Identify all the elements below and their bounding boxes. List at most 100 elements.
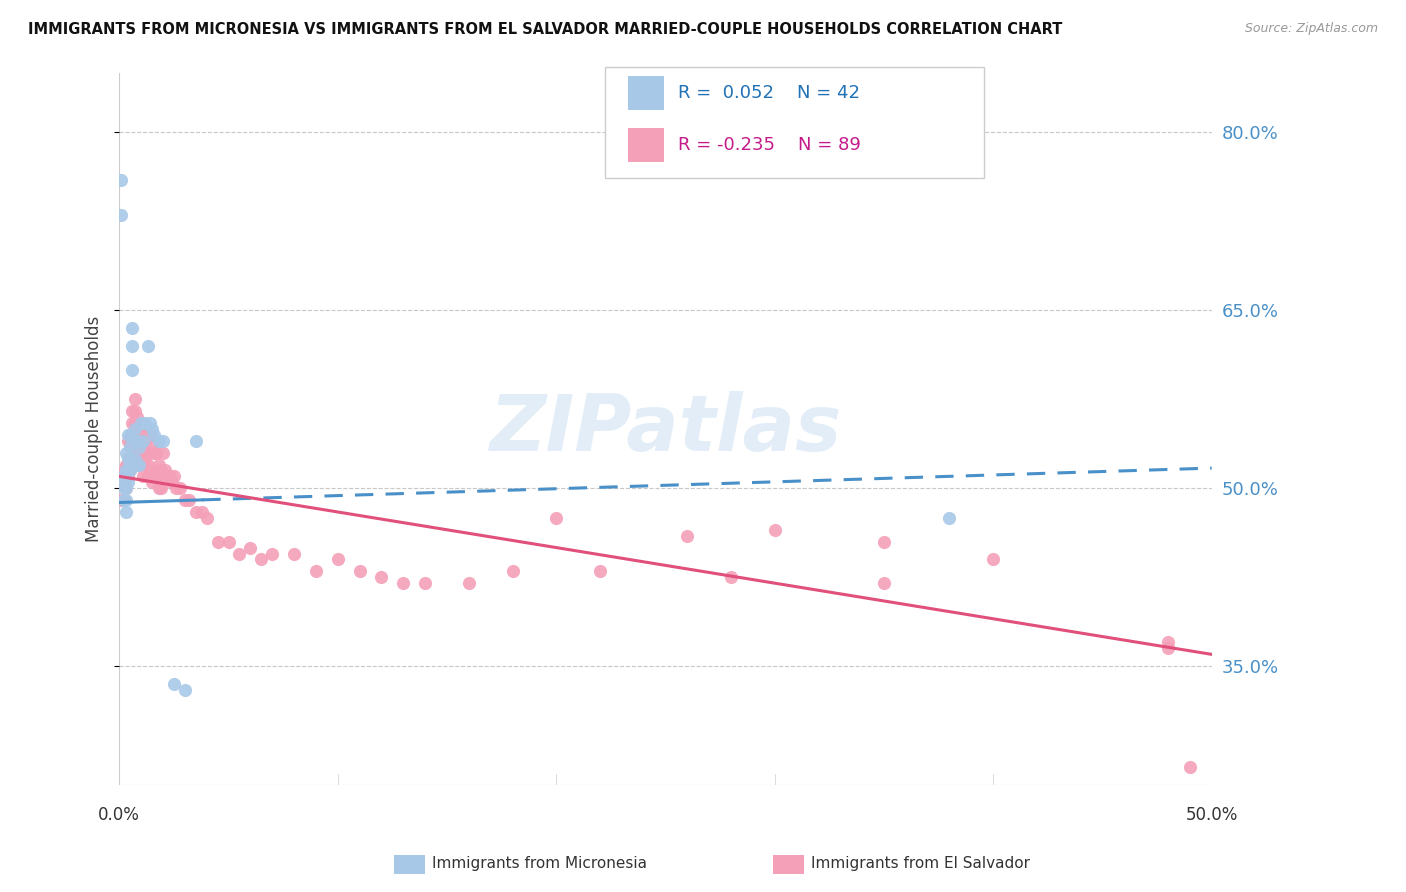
Point (120, 428, 142, 442)
Point (141, 440, 163, 454)
Point (117, 428, 139, 442)
Point (132, 469, 155, 483)
Point (114, 469, 136, 483)
Point (124, 416, 146, 430)
Point (153, 463, 176, 477)
Point (139, 469, 162, 483)
Point (114, 458, 136, 472)
Point (1201, 814, 1223, 828)
Point (134, 416, 156, 430)
Point (141, 422, 163, 436)
Point (120, 463, 142, 477)
Point (129, 416, 152, 430)
Point (143, 428, 166, 442)
Point (124, 434, 146, 448)
Point (938, 511, 960, 525)
Point (117, 451, 139, 466)
Point (114, 463, 136, 477)
Point (112, 463, 135, 477)
Point (134, 451, 156, 466)
Point (120, 451, 142, 466)
Point (129, 445, 152, 459)
Point (128, 445, 150, 459)
Point (676, 529, 699, 543)
Text: Immigrants from Micronesia: Immigrants from Micronesia (432, 856, 647, 871)
Point (143, 445, 166, 459)
Point (132, 428, 155, 442)
Point (110, 208, 132, 222)
Text: 0.0%: 0.0% (98, 806, 141, 824)
Point (413, 576, 436, 591)
Point (120, 451, 142, 466)
Point (873, 534, 896, 549)
Point (152, 469, 174, 483)
Text: R =  0.052    N = 42: R = 0.052 N = 42 (678, 85, 859, 103)
Point (139, 428, 162, 442)
Point (163, 677, 186, 691)
Point (195, 511, 218, 525)
Point (283, 547, 305, 561)
Point (120, 463, 142, 477)
Point (179, 493, 201, 508)
Point (124, 404, 146, 418)
Point (129, 428, 152, 442)
Point (149, 463, 172, 477)
Point (326, 552, 349, 566)
Point (128, 440, 150, 454)
Point (112, 481, 135, 495)
Point (546, 511, 568, 525)
Point (120, 434, 142, 448)
Point (136, 458, 159, 472)
Point (1157, 635, 1180, 649)
Point (148, 458, 170, 472)
Point (112, 475, 135, 490)
Point (125, 428, 148, 442)
Point (129, 458, 152, 472)
Point (392, 576, 415, 591)
Point (457, 576, 479, 591)
Point (128, 458, 150, 472)
Point (112, 493, 135, 508)
Point (114, 493, 136, 508)
Point (117, 463, 139, 477)
Point (148, 481, 170, 495)
Point (121, 416, 143, 430)
Point (121, 362, 143, 376)
Point (114, 505, 136, 519)
Point (114, 445, 136, 459)
Point (191, 505, 214, 519)
Point (117, 469, 139, 483)
Point (160, 475, 183, 490)
Point (139, 416, 162, 430)
Point (228, 547, 250, 561)
Point (124, 428, 146, 442)
Point (125, 458, 148, 472)
Y-axis label: Married-couple Households: Married-couple Households (86, 316, 103, 542)
Point (156, 469, 179, 483)
Point (873, 576, 896, 591)
Point (128, 428, 150, 442)
Point (125, 440, 148, 454)
Point (117, 458, 139, 472)
Point (163, 469, 186, 483)
Point (112, 475, 135, 490)
Point (117, 434, 139, 448)
Point (184, 505, 207, 519)
Point (121, 428, 143, 442)
Point (184, 434, 207, 448)
Point (136, 339, 159, 353)
Point (117, 475, 139, 490)
Point (207, 534, 229, 549)
Point (720, 570, 742, 584)
Text: ZIPatlas: ZIPatlas (489, 391, 842, 467)
Point (120, 440, 142, 454)
Point (250, 552, 273, 566)
Point (981, 552, 1004, 566)
Point (149, 481, 172, 495)
Point (169, 481, 191, 495)
Point (110, 493, 132, 508)
Point (136, 445, 159, 459)
Point (159, 469, 181, 483)
Point (589, 564, 612, 578)
Point (502, 564, 524, 578)
